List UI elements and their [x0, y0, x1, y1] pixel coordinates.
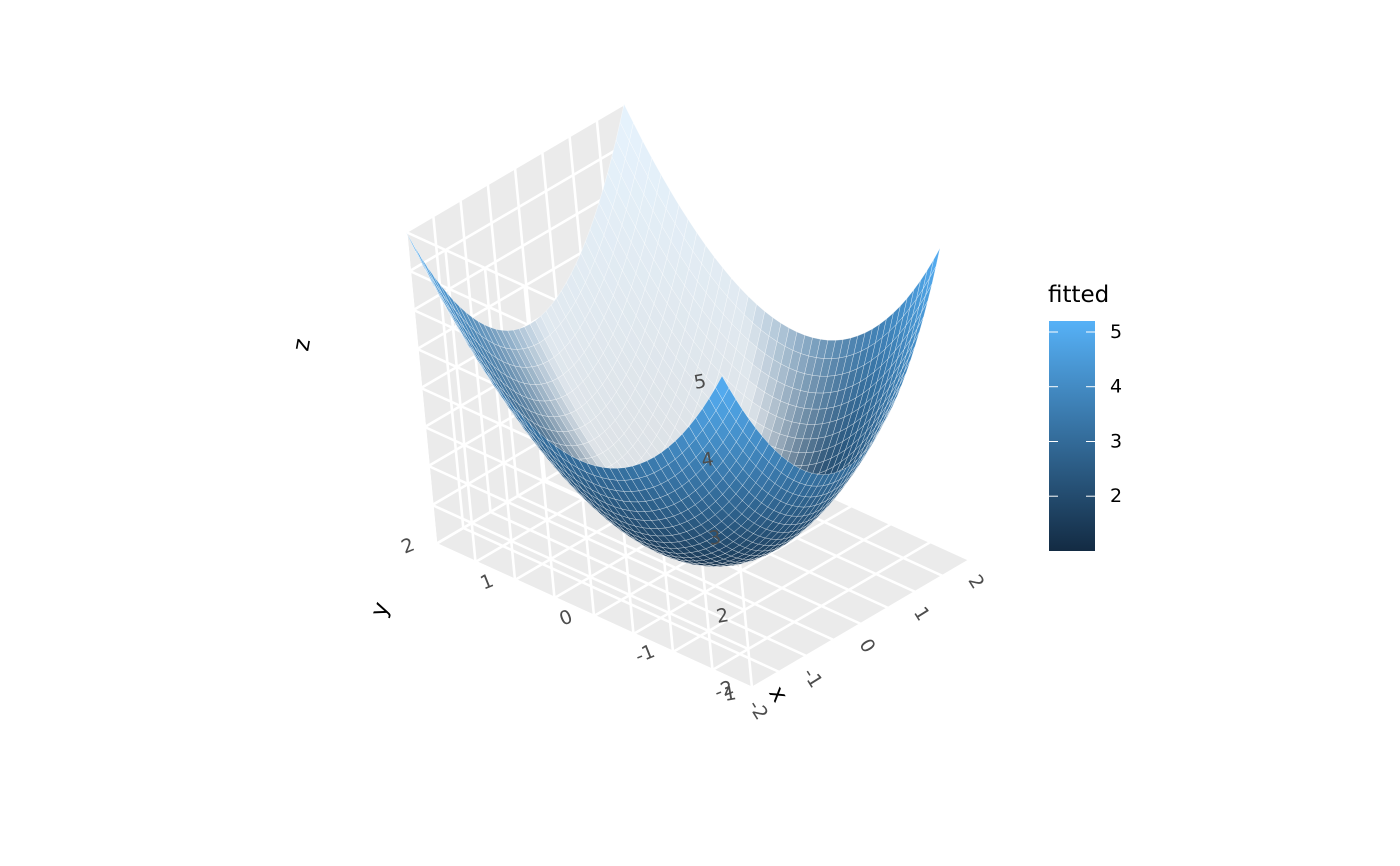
y-tick-label: 2	[398, 534, 417, 559]
x-tick-label: -1	[798, 664, 827, 692]
wall-gridline	[431, 503, 749, 651]
y-tick-label: 1	[477, 570, 496, 595]
z-tick-label: 5	[692, 370, 708, 394]
z-tick-label: 1	[722, 682, 738, 706]
colorbar-tick-label: 4	[1110, 376, 1122, 398]
surface-facet	[929, 247, 941, 279]
x-tick-label: 1	[909, 603, 934, 625]
y-tick-label: 0	[556, 606, 575, 631]
surface-mesh	[405, 103, 941, 568]
y-axis-title: y	[366, 599, 395, 621]
x-tick-label: 0	[854, 635, 879, 657]
floor-gridline	[751, 558, 971, 690]
wall-gridline	[427, 464, 746, 612]
colorbar-ticks: 2 3 4 5	[1049, 321, 1122, 507]
floor-gridline	[711, 540, 932, 672]
wall-gridline	[405, 102, 625, 234]
legend-title: fitted	[1048, 282, 1109, 308]
colorbar	[1049, 321, 1095, 551]
colorbar-tick-label: 5	[1110, 321, 1122, 343]
z-tick-label: 3	[707, 526, 723, 550]
z-tick-label: 4	[700, 448, 716, 472]
colorbar-legend: fitted 2 3 4 5	[1048, 282, 1122, 551]
wall-gridline	[435, 542, 753, 690]
colorbar-tick-label: 3	[1110, 431, 1122, 453]
surface-facet	[715, 375, 730, 401]
z-axis-title: z	[288, 337, 316, 353]
x-tick-label: 2	[963, 571, 988, 593]
colorbar-tick-label: 2	[1110, 485, 1122, 507]
z-tick-label: 2	[715, 604, 731, 628]
